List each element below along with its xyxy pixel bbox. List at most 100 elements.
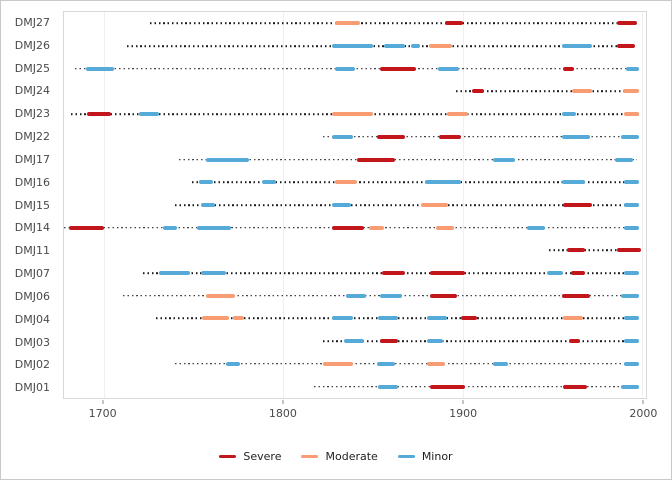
event-segment-minor: [331, 134, 354, 139]
gridline: [103, 12, 105, 398]
record-span-dotted-line: [455, 90, 639, 93]
event-segment-minor: [425, 180, 461, 185]
x-tick-label: 1800: [268, 407, 297, 420]
record-span-dotted-line: [150, 22, 637, 25]
event-segment-minor: [410, 44, 420, 49]
event-segment-minor: [624, 361, 639, 366]
event-segment-minor: [331, 44, 373, 49]
event-segment-severe: [563, 384, 587, 389]
event-segment-moderate: [335, 180, 357, 185]
event-segment-severe: [380, 66, 417, 71]
event-segment-minor: [378, 316, 399, 321]
legend-item-moderate: Moderate: [301, 449, 378, 463]
event-segment-minor: [331, 202, 352, 207]
legend-item-severe: Severe: [219, 450, 281, 463]
y-axis-label: DMJ11: [14, 244, 50, 258]
y-axis-label: DMJ17: [14, 152, 50, 166]
rows: [64, 12, 646, 398]
event-segment-minor: [139, 112, 160, 117]
event-segment-minor: [331, 316, 354, 321]
event-segment-minor: [205, 157, 250, 162]
event-segment-severe: [439, 134, 461, 139]
event-segment-severe: [430, 384, 465, 389]
y-axis-label: DMJ22: [14, 130, 50, 144]
record-span-dotted-line: [549, 249, 641, 252]
event-segment-minor: [200, 271, 226, 276]
event-segment-moderate: [572, 89, 593, 94]
record-span-dotted-line: [178, 158, 637, 161]
event-segment-minor: [624, 271, 639, 276]
timeline-row: [64, 353, 646, 376]
legend-label: Minor: [421, 449, 453, 463]
event-segment-minor: [493, 361, 508, 366]
event-segment-moderate: [331, 112, 373, 117]
event-segment-severe: [563, 202, 593, 207]
event-segment-minor: [626, 66, 639, 71]
y-axis-label: DMJ23: [14, 107, 50, 121]
event-segment-minor: [200, 202, 215, 207]
record-span-dotted-line: [313, 385, 639, 388]
timeline-row: [64, 216, 646, 239]
event-segment-severe: [69, 225, 104, 230]
record-span-dotted-line: [322, 340, 639, 342]
timeline-row: [64, 194, 646, 217]
event-segment-minor: [383, 44, 406, 49]
y-axis-label: DMJ06: [14, 289, 50, 303]
y-axis-label: DMJ04: [14, 312, 50, 326]
event-segment-minor: [620, 134, 639, 139]
y-axis-label: DMJ15: [14, 198, 50, 212]
event-segment-severe: [356, 157, 395, 162]
event-segment-severe: [87, 112, 111, 117]
event-segment-severe: [444, 21, 463, 26]
y-axis-label: DMJ02: [14, 358, 50, 372]
timeline-row: [64, 126, 646, 149]
event-segment-severe: [381, 271, 406, 276]
legend-swatch-minor: [397, 454, 415, 458]
record-span-dotted-line: [74, 67, 639, 70]
y-axis-label: DMJ14: [14, 221, 50, 235]
timeline-row: [64, 375, 646, 398]
timeline-row: [64, 103, 646, 126]
record-span-dotted-line: [175, 363, 639, 365]
timeline-row: [64, 80, 646, 103]
record-span-dotted-line: [126, 45, 637, 47]
timeline-row: [64, 330, 646, 353]
event-segment-minor: [547, 271, 564, 276]
event-segment-minor: [561, 134, 591, 139]
event-segment-severe: [561, 293, 591, 298]
y-axis-label: DMJ07: [14, 267, 50, 281]
event-segment-moderate: [428, 44, 452, 49]
timeline-row: [64, 284, 646, 307]
event-segment-moderate: [369, 225, 384, 230]
x-tick-mark: [642, 400, 644, 404]
event-segment-minor: [196, 225, 232, 230]
legend-item-minor: Minor: [397, 449, 453, 463]
event-segment-minor: [561, 180, 585, 185]
event-segment-severe: [430, 293, 458, 298]
plot-panel: [63, 11, 647, 399]
event-segment-minor: [426, 339, 443, 344]
event-segment-moderate: [421, 202, 449, 207]
timeline-row: [64, 148, 646, 171]
y-axis-label: DMJ01: [14, 381, 50, 395]
event-segment-minor: [261, 180, 276, 185]
legend-swatch-severe: [219, 454, 237, 458]
timeline-row: [64, 262, 646, 285]
event-segment-minor: [561, 112, 576, 117]
event-segment-moderate: [335, 21, 361, 26]
event-segment-minor: [624, 225, 639, 230]
event-segment-minor: [624, 202, 639, 207]
y-axis-label: DMJ03: [14, 335, 50, 349]
timeline-row: [64, 307, 646, 330]
event-segment-minor: [437, 66, 460, 71]
event-segment-severe: [617, 248, 641, 253]
gridline: [642, 12, 644, 398]
x-tick-mark: [102, 400, 104, 404]
event-segment-moderate: [232, 316, 244, 321]
timeline-row: [64, 12, 646, 35]
event-segment-moderate: [426, 361, 445, 366]
event-segment-minor: [561, 44, 593, 49]
event-segment-moderate: [622, 89, 639, 94]
legend-label: Moderate: [325, 449, 378, 463]
